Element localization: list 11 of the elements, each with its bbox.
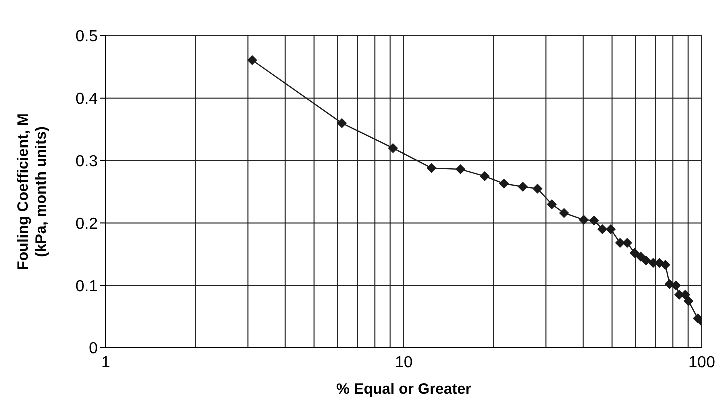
y-axis-title: Fouling Coefficient, M (kPa, month units) [15, 114, 50, 270]
y-tick-label: 0.4 [76, 91, 98, 108]
x-tick-label: 1 [102, 354, 111, 372]
y-tick-label: 0.3 [76, 153, 98, 170]
y-tick-label: 0.5 [76, 28, 98, 46]
x-tick-label: 10 [395, 354, 413, 372]
y-tick-label: 0 [89, 340, 98, 358]
y-tick-label: 0.1 [76, 278, 98, 296]
y-tick-label: 0.2 [76, 216, 98, 233]
x-tick-label: 100 [688, 354, 716, 372]
x-axis-title: % Equal or Greater [336, 381, 472, 398]
